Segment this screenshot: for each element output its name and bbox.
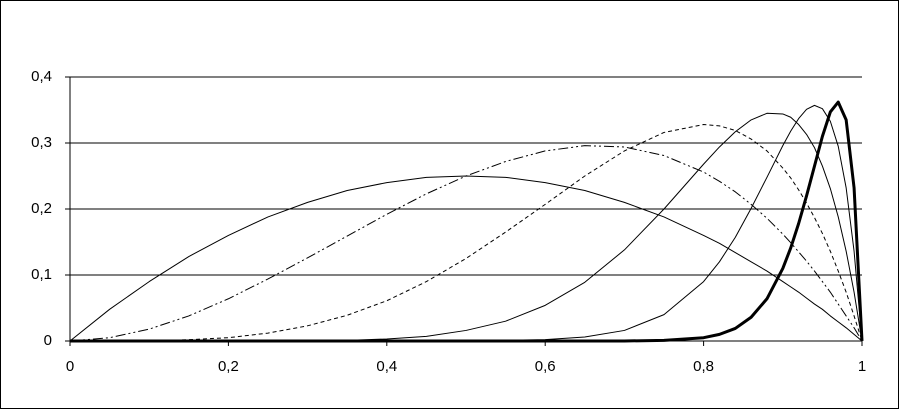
y-tick-label: 0,4 bbox=[31, 68, 52, 85]
x-tick-label: 0,8 bbox=[693, 358, 714, 375]
x-tick-label: 0,2 bbox=[218, 358, 239, 375]
line-series bbox=[70, 100, 864, 343]
line-series bbox=[70, 124, 863, 342]
y-tick-label: 0,2 bbox=[31, 200, 52, 217]
y-tick-label: 0,3 bbox=[31, 134, 52, 151]
x-tick-label: 0 bbox=[66, 358, 74, 375]
y-tick-label: 0,1 bbox=[31, 266, 52, 283]
x-tick-label: 1 bbox=[858, 358, 866, 375]
y-tick-label: 0 bbox=[44, 332, 52, 349]
x-tick-label: 0,4 bbox=[376, 358, 397, 375]
line-series bbox=[69, 175, 863, 342]
line-series bbox=[69, 145, 863, 342]
x-tick-label: 0,6 bbox=[535, 358, 556, 375]
